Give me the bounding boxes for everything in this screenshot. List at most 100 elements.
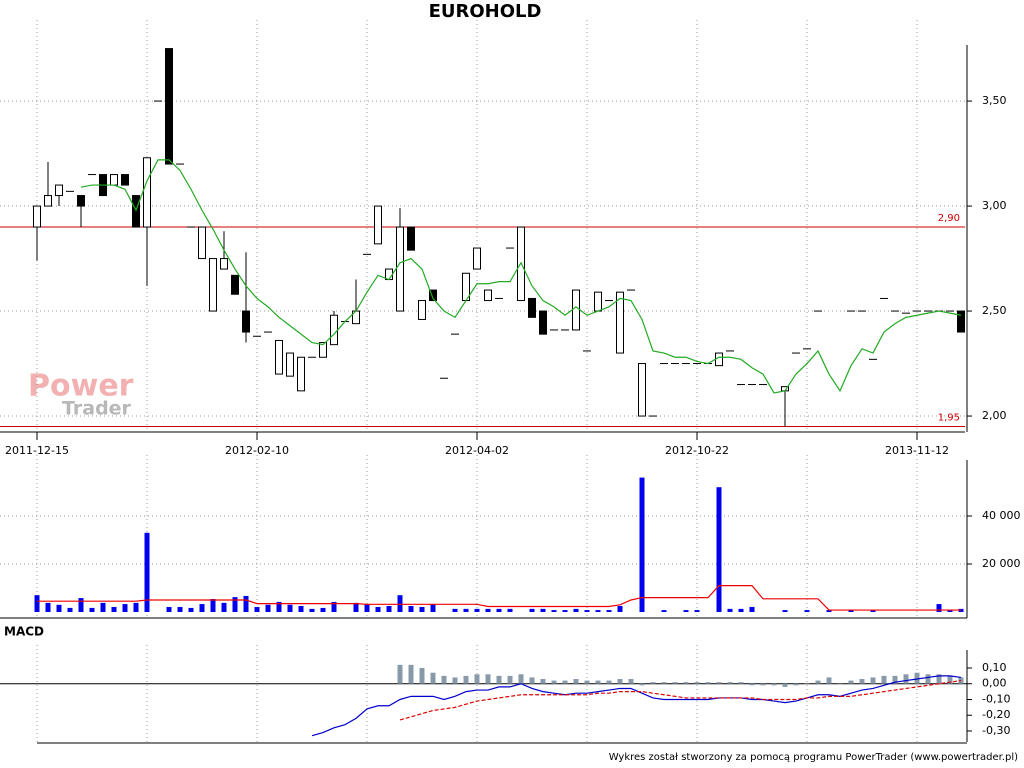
candle-body <box>330 314 338 346</box>
volume-bar <box>419 606 425 612</box>
candle-body <box>209 258 217 312</box>
y-tick-label: -0,30 <box>982 724 1010 737</box>
volume-bar <box>144 532 150 612</box>
reference-label: 2,90 <box>938 213 960 224</box>
macd-histogram-bar <box>694 682 700 684</box>
candle-body <box>528 297 536 318</box>
volume-bar <box>210 599 216 612</box>
candle-body <box>297 356 305 392</box>
macd-histogram-bar <box>430 672 436 684</box>
volume-bar <box>716 487 722 612</box>
volume-average <box>37 585 961 611</box>
volume-bar <box>320 607 326 612</box>
watermark: Power <box>28 369 134 404</box>
macd-histogram-bar <box>463 675 469 684</box>
y-tick-label: 2,00 <box>982 409 1007 422</box>
y-tick-label: 3,50 <box>982 94 1007 107</box>
volume-bar <box>474 608 480 612</box>
volume-bar <box>375 606 381 612</box>
volume-bar <box>727 608 733 612</box>
macd-histogram-bar <box>639 683 645 686</box>
volume-bar <box>540 608 546 612</box>
macd-histogram-bar <box>947 675 953 684</box>
candle-body <box>484 289 492 302</box>
volume-bar <box>188 607 194 612</box>
candle-body <box>418 300 426 320</box>
volume-bar <box>463 608 469 612</box>
macd-histogram-bar <box>573 679 579 684</box>
macd-histogram-bar <box>485 674 491 684</box>
y-tick-label: -0,10 <box>982 692 1010 705</box>
chart-title: EUROHOLD <box>429 1 542 22</box>
volume-bar <box>749 606 755 612</box>
macd-histogram-bar <box>496 675 502 684</box>
volume-bar <box>562 610 568 612</box>
y-tick-label: -0,20 <box>982 708 1010 721</box>
volume-bar <box>617 606 623 612</box>
volume-bar <box>848 610 854 612</box>
candle-body <box>539 310 547 335</box>
macd-histogram-bar <box>518 674 524 684</box>
y-tick-label: 3,00 <box>982 199 1007 212</box>
macd-histogram-bar <box>914 672 920 684</box>
candle-body <box>594 291 602 312</box>
macd-histogram-bar <box>815 680 821 684</box>
volume-bar <box>309 608 315 612</box>
watermark: Trader <box>62 398 132 420</box>
macd-histogram-bar <box>672 682 678 684</box>
volume-bar <box>452 608 458 612</box>
volume-bar <box>89 607 95 612</box>
macd-histogram-bar <box>661 682 667 684</box>
volume-bar <box>595 610 601 612</box>
volume-bar <box>870 610 876 612</box>
candle-body <box>242 310 250 333</box>
candle-body <box>55 184 63 197</box>
macd-histogram-bar <box>870 677 876 684</box>
x-tick-label: 2013-11-12 <box>885 444 949 457</box>
macd-histogram-bar <box>529 677 535 684</box>
moving-average <box>80 159 962 394</box>
volume-bar <box>826 610 832 612</box>
volume-bar <box>331 601 337 612</box>
candle-body <box>44 195 52 207</box>
macd-histogram-bar <box>903 674 909 684</box>
volume-bar <box>782 610 788 612</box>
macd-histogram-bar <box>925 674 931 684</box>
volume-bar <box>551 610 557 612</box>
reference-label: 1,95 <box>938 413 960 424</box>
macd-histogram-bar <box>628 679 634 684</box>
macd-histogram-bar <box>936 674 942 684</box>
macd-histogram-bar <box>859 679 865 684</box>
macd-histogram-bar <box>892 675 898 684</box>
volume-bar <box>298 606 304 612</box>
candle-body <box>715 352 723 367</box>
macd-histogram-bar <box>837 683 843 685</box>
candle-body <box>220 258 228 270</box>
macd-histogram-bar <box>617 679 623 684</box>
volume-bar <box>166 606 172 612</box>
macd-histogram-bar <box>727 682 733 684</box>
volume-bar <box>254 606 260 612</box>
candle-body <box>165 48 173 165</box>
candle-body <box>957 310 965 333</box>
x-tick-label: 2012-10-22 <box>665 444 729 457</box>
volume-bar <box>606 610 612 612</box>
volume-bar <box>56 604 62 612</box>
volume-bar <box>683 610 689 612</box>
macd-histogram-bar <box>551 680 557 684</box>
macd-histogram-bar <box>705 682 711 684</box>
candle-body <box>407 226 415 251</box>
volume-bar <box>111 606 117 612</box>
volume-bar <box>265 604 271 612</box>
volume-bar <box>804 610 810 612</box>
candle-body <box>77 195 85 207</box>
macd-histogram-bar <box>738 682 744 684</box>
candle-body <box>429 289 437 302</box>
x-tick-label: 2012-02-10 <box>225 444 289 457</box>
volume-bar <box>573 608 579 612</box>
macd-histogram-bar <box>441 675 447 684</box>
macd-histogram-bar <box>683 682 689 684</box>
macd-histogram-bar <box>397 664 403 684</box>
volume-bar <box>243 595 249 612</box>
